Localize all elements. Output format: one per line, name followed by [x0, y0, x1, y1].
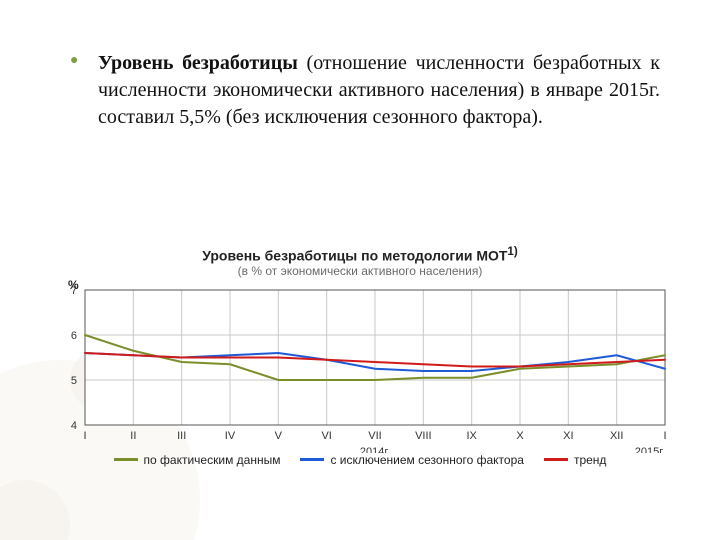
svg-text:II: II	[130, 430, 136, 442]
chart-title: Уровень безработицы по методологии МОТ1)	[50, 245, 670, 264]
unemployment-chart: Уровень безработицы по методологии МОТ1)…	[50, 245, 670, 485]
svg-text:6: 6	[71, 330, 77, 342]
chart-plot: %4567IIIIIIIVVVIVIIVIIIIXXXIXIII2014г.20…	[50, 278, 670, 453]
legend-label: тренд	[574, 453, 606, 467]
svg-text:I: I	[663, 430, 666, 442]
svg-text:V: V	[275, 430, 283, 442]
bullet-text: Уровень безработицы (отношение численнос…	[70, 50, 660, 131]
svg-text:IV: IV	[225, 430, 236, 442]
svg-text:XI: XI	[563, 430, 573, 442]
bullet-lead: Уровень безработицы	[98, 52, 298, 74]
legend-swatch	[544, 458, 568, 461]
legend-item: с исключением сезонного фактора	[300, 453, 524, 467]
legend-swatch	[114, 458, 138, 461]
legend-label: по фактическим данным	[144, 453, 281, 467]
svg-text:2015г.: 2015г.	[635, 446, 665, 453]
legend-label: с исключением сезонного фактора	[330, 453, 524, 467]
svg-text:5: 5	[71, 375, 77, 387]
slide-content: Уровень безработицы (отношение численнос…	[0, 0, 720, 131]
svg-text:VI: VI	[321, 430, 331, 442]
svg-text:4: 4	[71, 420, 77, 432]
svg-text:XII: XII	[610, 430, 623, 442]
svg-text:2014г.: 2014г.	[360, 446, 390, 453]
chart-subtitle: (в % от экономически активного населения…	[50, 264, 670, 278]
svg-text:7: 7	[71, 285, 77, 297]
svg-text:VIII: VIII	[415, 430, 432, 442]
chart-title-sup: 1)	[507, 245, 517, 258]
legend-item: по фактическим данным	[114, 453, 281, 467]
legend-swatch	[300, 458, 324, 461]
svg-text:IX: IX	[466, 430, 477, 442]
svg-text:X: X	[516, 430, 524, 442]
svg-text:VII: VII	[368, 430, 381, 442]
svg-text:I: I	[83, 430, 86, 442]
svg-text:III: III	[177, 430, 186, 442]
legend-item: тренд	[544, 453, 606, 467]
chart-title-text: Уровень безработицы по методологии МОТ	[202, 248, 507, 264]
chart-legend: по фактическим данным с исключением сезон…	[50, 453, 670, 467]
